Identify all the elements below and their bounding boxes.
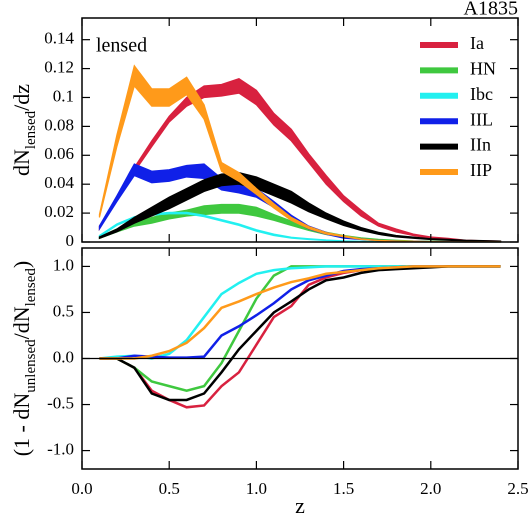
legend-label: IIL	[470, 109, 493, 129]
y-tick-label: 0	[66, 231, 75, 250]
legend-label: HN	[470, 59, 496, 79]
annotation: lensed	[96, 35, 147, 57]
legend-label: Ibc	[470, 84, 493, 104]
y-tick-label: 0.04	[44, 173, 74, 192]
y-tick-label: 0.14	[44, 29, 74, 48]
y-tick-label: -1.0	[47, 439, 74, 458]
label-part: /dN	[9, 306, 34, 339]
x-tick-label: 0.5	[159, 479, 180, 498]
y-tick-label: 0.12	[44, 57, 74, 76]
y-tick-label: 0.5	[53, 301, 74, 320]
band	[98, 172, 502, 243]
y-tick-label: -0.5	[47, 393, 74, 412]
line	[99, 265, 501, 360]
label-part: (1 - dN	[9, 393, 34, 457]
label-part: )	[9, 261, 34, 268]
label-part: dN	[9, 149, 34, 176]
legend-label: IIn	[470, 135, 491, 155]
top-frame	[81, 17, 519, 243]
legend-label: Ia	[470, 33, 484, 53]
label-subscript: unlensed	[23, 339, 39, 393]
line	[99, 265, 501, 402]
y-axis-label: (1 - dNunlensed/dNlensed)	[9, 261, 39, 457]
x-tick-label: 1.0	[246, 479, 267, 498]
y-tick-label: 0.02	[44, 202, 74, 221]
y-tick-label: 1.0	[53, 255, 74, 274]
chart-title: A1835	[464, 0, 518, 20]
plots	[98, 64, 502, 409]
x-tick-label: 2.5	[507, 479, 528, 498]
x-tick-label: 0.0	[71, 479, 92, 498]
x-tick-label: 2.0	[420, 479, 441, 498]
y-axis-label: dNlensed/dz	[9, 84, 39, 176]
y-tick-label: 0.1	[53, 86, 74, 105]
x-axis-label: z	[295, 493, 305, 518]
y-tick-label: 0.08	[44, 115, 74, 134]
x-tick-label: 1.5	[333, 479, 354, 498]
legend-label: IIP	[470, 160, 492, 180]
label-part: /dz	[9, 84, 34, 111]
line	[99, 265, 501, 409]
label-subscript: lensed	[23, 110, 39, 149]
y-tick-label: 0.06	[44, 144, 74, 163]
label-subscript: lensed	[23, 268, 39, 307]
y-tick-label: 0.0	[53, 347, 74, 366]
